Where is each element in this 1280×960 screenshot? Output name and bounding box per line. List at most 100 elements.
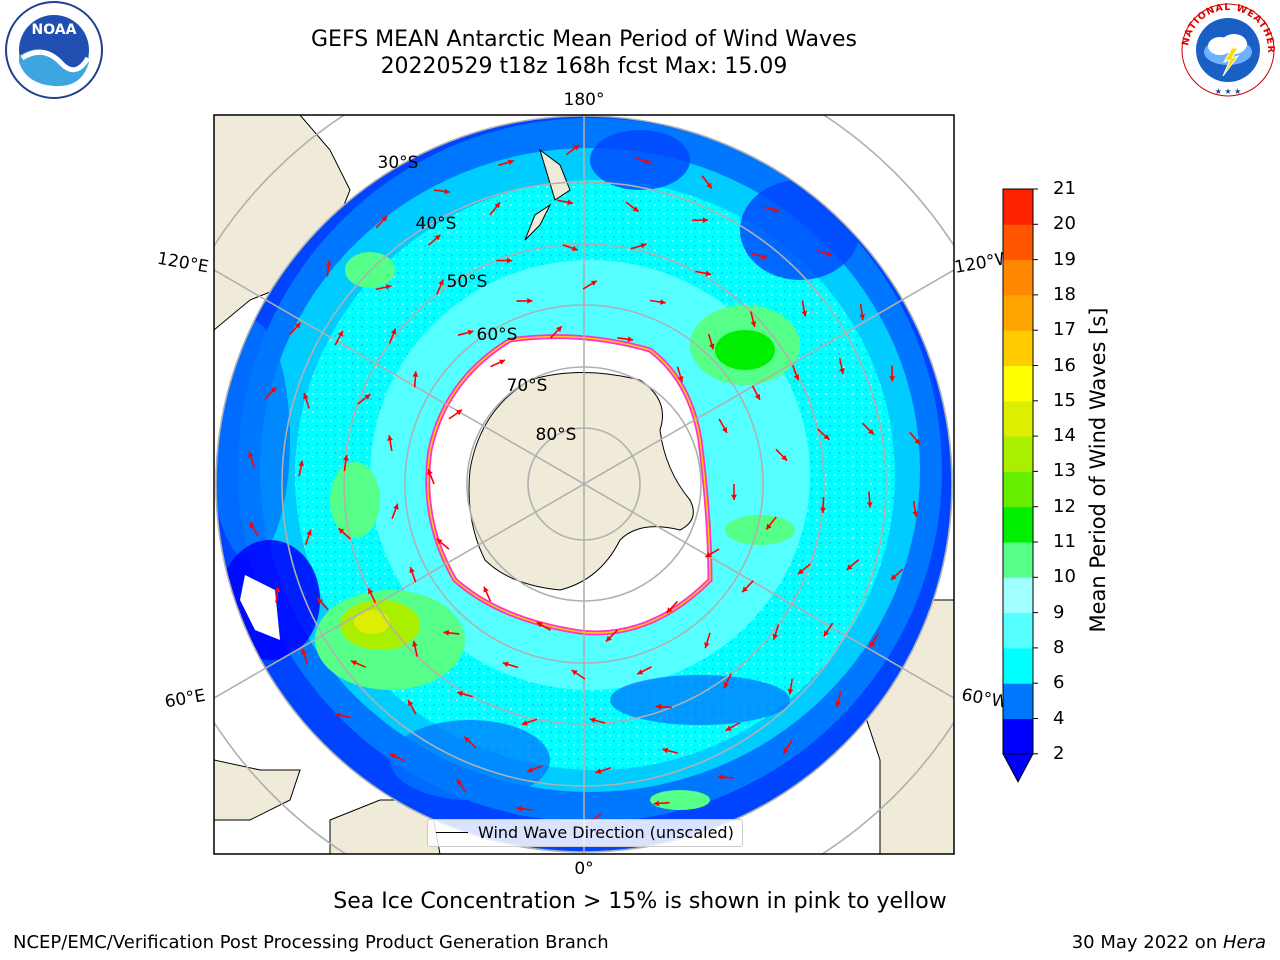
- wave-arrow-head: [718, 774, 724, 781]
- colorbar-segment: [1003, 224, 1033, 261]
- wave-arrow-head: [507, 159, 514, 165]
- wave-arrow-head: [662, 747, 669, 754]
- wave-arrow-head: [443, 629, 449, 636]
- colorbar-segment: [1003, 330, 1033, 366]
- madagascar-land: [214, 759, 301, 821]
- wave-arrow-head: [826, 251, 833, 257]
- colorbar-segment: [1003, 683, 1033, 719]
- colorbar-tick-label: 6: [1053, 672, 1065, 694]
- wave-arrow-head: [306, 529, 312, 536]
- wave-arrow-head: [835, 701, 841, 708]
- noaa-logo-text: NOAA: [32, 22, 77, 38]
- wave-arrow-head: [499, 359, 505, 365]
- lon-label-60e: 60°E: [163, 686, 207, 713]
- wave-arrow-head: [590, 280, 597, 286]
- wave-arrow-head: [301, 648, 307, 655]
- colorbar-segment: [1003, 365, 1033, 402]
- wave-arrow-head: [754, 393, 760, 400]
- wave-arrow-head: [761, 253, 768, 260]
- wave-arrow-head: [866, 502, 873, 508]
- colorbar-tick-label: 19: [1053, 248, 1076, 270]
- colorbar-tick-label: 14: [1053, 425, 1076, 447]
- colorbar-tick-label: 10: [1053, 566, 1076, 588]
- wave-arrow-head: [666, 607, 673, 613]
- wave-arrow-head: [704, 642, 710, 649]
- wave-arrow-head: [637, 669, 644, 675]
- colorbar-title: Mean Period of Wind Waves [s]: [1086, 307, 1110, 633]
- lat-label-60: 60°S: [477, 325, 518, 345]
- wave-arrow-head: [914, 438, 920, 445]
- wave-arrow-head: [412, 371, 419, 377]
- wave-arrow-head: [912, 511, 919, 517]
- wave-arrow-head: [434, 234, 441, 241]
- colorbar-segment: [1003, 259, 1033, 296]
- wave-arrow-head: [655, 703, 662, 710]
- wave-arrow-head: [494, 202, 500, 209]
- wave-arrow-head: [364, 394, 371, 400]
- wave-arrow-head: [295, 322, 301, 329]
- wave-arrow-head: [653, 800, 660, 807]
- wave-arrow-head: [436, 538, 443, 545]
- wave-arrow-head: [408, 700, 414, 707]
- lon-label-180: 180°: [564, 90, 605, 110]
- lat-label-40: 40°S: [416, 214, 457, 234]
- wave-arrow-head: [567, 199, 573, 206]
- wave-arrow-head: [502, 661, 509, 668]
- colorbar-segment: [1003, 436, 1033, 472]
- wave-arrow-head: [889, 376, 896, 382]
- lat-label-80: 80°S: [536, 425, 577, 445]
- wave-arrow-head: [368, 588, 374, 595]
- wave-arrow-head: [725, 725, 732, 731]
- wave-arrow-head: [387, 435, 393, 441]
- colorbar-segment: [1003, 647, 1033, 684]
- wave-arrow-head: [627, 336, 634, 343]
- wave-arrow-head: [338, 528, 345, 534]
- wave-arrow-head: [390, 753, 397, 759]
- noaa-logo: NOAA: [5, 1, 103, 99]
- wave-arrow-head: [464, 736, 470, 743]
- wave-arrow-head: [527, 767, 534, 773]
- colorbar-tick-label: 15: [1053, 389, 1076, 411]
- wave-arrow-head: [571, 670, 578, 676]
- wave-arrow-head: [556, 326, 562, 333]
- wave-arrow-head: [820, 507, 826, 513]
- wave-arrow-head: [274, 586, 281, 593]
- wave-arrow-head: [750, 321, 757, 327]
- wave-arrow-head: [859, 314, 865, 320]
- colorbar-segment: [1003, 506, 1033, 543]
- wave-arrow-head: [507, 257, 513, 264]
- wave-arrow-head: [409, 567, 415, 574]
- wave-arrow-head: [606, 635, 612, 642]
- wave-arrow-head: [793, 374, 800, 381]
- colorbar-tick-label: 21: [1053, 178, 1076, 199]
- wave-arrow-head: [823, 630, 830, 637]
- wave-arrow-head: [781, 454, 788, 461]
- wave-arrow-head: [846, 564, 853, 570]
- map-frame: [213, 114, 955, 855]
- wave-arrow-head: [325, 260, 332, 267]
- wave-arrow-head: [870, 641, 876, 648]
- wave-arrow-head: [393, 503, 399, 510]
- chart-subtitle: 20220529 t18z 168h fcst Max: 15.09: [380, 54, 788, 79]
- wave-arrow-head: [702, 217, 709, 223]
- wave-arrow-head: [335, 712, 341, 718]
- wave-arrow-head: [801, 310, 808, 317]
- colorbar-tick-label: 18: [1053, 283, 1076, 305]
- colorbar-tick-label: 4: [1053, 707, 1065, 729]
- lon-label-0: 0°: [574, 859, 593, 879]
- wave-arrow-head: [317, 598, 323, 604]
- run-date-text: 30 May 2022 on: [1071, 932, 1223, 953]
- colorbar-tick-label: 12: [1053, 495, 1076, 517]
- wave-arrow-head: [390, 328, 397, 335]
- wave-arrow-head: [632, 206, 639, 212]
- colorbar-segment: [1003, 294, 1033, 331]
- wave-arrow-head: [381, 216, 388, 222]
- wave-arrow-head: [444, 188, 450, 195]
- wave-arrow-head: [337, 330, 343, 337]
- colorbar-segment: [1003, 189, 1033, 225]
- colorbar-tick-label: 9: [1053, 601, 1065, 623]
- wave-arrow-head: [705, 552, 712, 558]
- wave-arrow-head: [783, 747, 789, 754]
- wave-arrow-head: [773, 207, 779, 213]
- lon-label-60w: 60°W: [960, 685, 1010, 713]
